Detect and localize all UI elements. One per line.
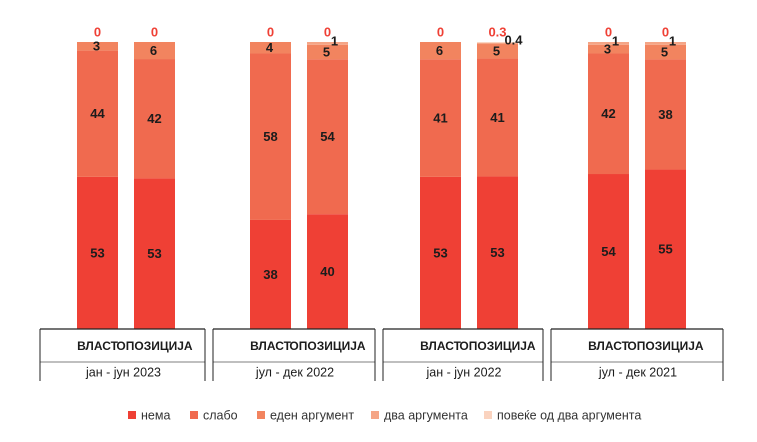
data-label: 5 [323, 44, 330, 59]
period-label: јул - дек 2022 [255, 365, 334, 379]
data-label: 0 [437, 24, 444, 39]
bar-segment [250, 42, 291, 54]
data-label: 41 [490, 110, 504, 125]
legend-swatch [128, 411, 136, 419]
bar-segment [645, 169, 686, 329]
data-label: 55 [658, 242, 672, 257]
data-label: 0 [324, 24, 331, 39]
data-label: 3 [93, 39, 100, 54]
bar-segment [645, 59, 686, 170]
period-label: јан - јун 2022 [426, 365, 502, 379]
data-label: 0.4 [504, 32, 523, 47]
data-label: 41 [433, 110, 447, 125]
data-label: 0 [151, 24, 158, 39]
bar-segment [307, 59, 348, 215]
category-label: ВЛАСТ [420, 339, 462, 353]
data-label: 0 [605, 24, 612, 39]
bar-segment [307, 214, 348, 329]
data-label: 1 [669, 33, 676, 48]
data-label: 38 [263, 267, 277, 282]
bar-segment [420, 59, 461, 177]
data-label: 42 [601, 106, 615, 121]
period-label: јан - јун 2023 [85, 365, 161, 379]
data-label: 1 [612, 33, 619, 48]
category-label: ВЛАСТ [588, 339, 630, 353]
bar-segment [134, 178, 175, 329]
data-label: 42 [147, 111, 161, 126]
bar-segment [588, 174, 629, 329]
legend-item-label: повеќе од два аргумента [497, 408, 641, 422]
legend-item-label: нема [141, 408, 170, 422]
data-label: 44 [90, 106, 105, 121]
bar-segment [588, 42, 629, 45]
bar-segment [477, 58, 518, 177]
bar-segment [477, 42, 518, 43]
bar-segment [307, 42, 348, 45]
category-label: ВЛАСТ [250, 339, 292, 353]
data-label: 53 [433, 245, 447, 260]
bar-segment [250, 219, 291, 329]
data-label: 53 [490, 245, 504, 260]
data-label: 0 [94, 24, 101, 39]
data-label: 54 [320, 129, 335, 144]
data-label: 5 [661, 45, 668, 60]
data-label: 53 [90, 245, 104, 260]
bar-segment [77, 42, 118, 51]
category-label: ВЛАСТ [77, 339, 119, 353]
data-label: 40 [320, 264, 334, 279]
category-label: ОПОЗИЦИЈА [116, 339, 193, 353]
data-label: 1 [331, 33, 338, 48]
bar-segment [420, 176, 461, 329]
bar-segment [307, 44, 348, 60]
legend-swatch [371, 411, 379, 419]
bar-segment [477, 42, 518, 45]
period-label: јул - дек 2021 [598, 365, 677, 379]
bars-layer [77, 42, 686, 329]
legend-swatch [190, 411, 198, 419]
data-label: 6 [150, 43, 157, 58]
bar-segment [588, 44, 629, 54]
legend: нема слабо еден аргумент два аргумента повеќ… [128, 408, 641, 422]
legend-swatch [484, 411, 492, 419]
data-label: 38 [658, 107, 672, 122]
legend-swatch [257, 411, 265, 419]
data-label: 0 [267, 24, 274, 39]
category-label: ОПОЗИЦИЈА [627, 339, 704, 353]
data-label: 54 [601, 244, 616, 259]
bar-segment [645, 44, 686, 60]
legend-item-label: слабо [203, 408, 238, 422]
bar-segment [77, 50, 118, 177]
data-label: 5 [493, 44, 500, 59]
legend-item-label: еден аргумент [270, 408, 354, 422]
legend-item-label: два аргумента [384, 408, 468, 422]
category-label: ОПОЗИЦИЈА [459, 339, 536, 353]
data-label: 58 [263, 129, 277, 144]
data-label: 4 [266, 40, 274, 55]
bar-segment [645, 42, 686, 45]
data-label: 0 [662, 24, 669, 39]
category-label: ОПОЗИЦИЈА [289, 339, 366, 353]
segment-labels-layer: 5344305342603858404054510534160534150.40… [90, 24, 676, 281]
data-label: 3 [604, 42, 611, 57]
bar-segment [77, 176, 118, 329]
bar-segment [477, 44, 518, 59]
bar-segment [588, 53, 629, 175]
bar-segment [134, 42, 175, 60]
data-label: 0.3 [488, 24, 506, 39]
bar-segment [134, 59, 175, 179]
data-label: 53 [147, 246, 161, 261]
data-label: 6 [436, 43, 443, 58]
bar-segment [477, 176, 518, 329]
bar-segment [250, 53, 291, 220]
bar-segment [420, 42, 461, 60]
